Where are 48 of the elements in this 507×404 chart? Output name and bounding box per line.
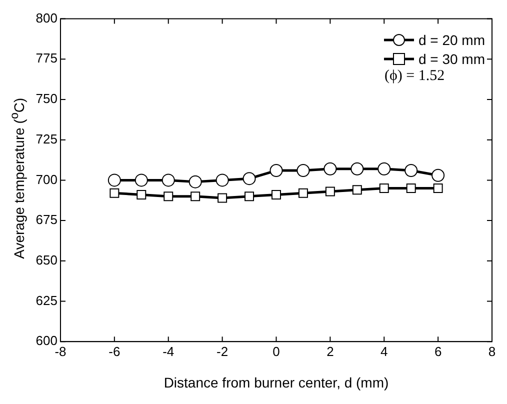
point: [134, 174, 148, 187]
y-tick-label: 600: [36, 333, 58, 348]
point: [298, 188, 308, 198]
point: [270, 164, 283, 178]
point: [188, 175, 202, 188]
x-tick-label: 8: [488, 344, 496, 359]
point: [216, 174, 229, 187]
x-tick-label: 4: [380, 344, 388, 359]
point: [296, 164, 310, 178]
point: [352, 185, 362, 195]
y-tick-label: 700: [36, 172, 58, 187]
point: [325, 186, 335, 196]
x-tick-label: -8: [54, 344, 66, 359]
point: [350, 162, 364, 176]
point: [244, 192, 254, 202]
y-tick-label: 775: [36, 50, 58, 66]
y-tick-label: 725: [36, 131, 58, 146]
y-tick-label: 675: [36, 212, 58, 228]
point: [433, 184, 443, 194]
annotation: (ϕ) = 1.52: [384, 68, 446, 86]
point: [110, 188, 120, 198]
x-tick-label: -6: [108, 344, 120, 359]
point: [164, 192, 174, 202]
y-tick-label: 650: [36, 252, 58, 268]
point: [108, 174, 121, 187]
point: [218, 193, 228, 203]
point: [190, 192, 200, 202]
y-tick-label: 625: [36, 292, 58, 308]
y-tick-label: 800: [36, 10, 58, 26]
x-tick-label: 0: [272, 344, 280, 359]
point: [242, 172, 256, 186]
point: [404, 164, 418, 178]
point: [379, 184, 389, 194]
point: [162, 174, 175, 187]
x-tick-label: -4: [162, 344, 174, 359]
point: [378, 162, 391, 176]
x-tick-label: -2: [216, 344, 228, 359]
point: [432, 168, 445, 182]
point: [136, 190, 146, 200]
x-tick-label: 6: [434, 344, 442, 359]
point: [272, 190, 281, 200]
legend-label: d = 20 mm: [418, 32, 485, 48]
y-tick-label: 750: [36, 91, 58, 106]
legend-label: d = 30 mm: [418, 50, 485, 66]
x-axis-title: Distance from burner center, d (mm): [164, 374, 389, 390]
point: [406, 184, 416, 194]
point: [324, 162, 337, 176]
x-tick-label: 2: [326, 344, 334, 359]
